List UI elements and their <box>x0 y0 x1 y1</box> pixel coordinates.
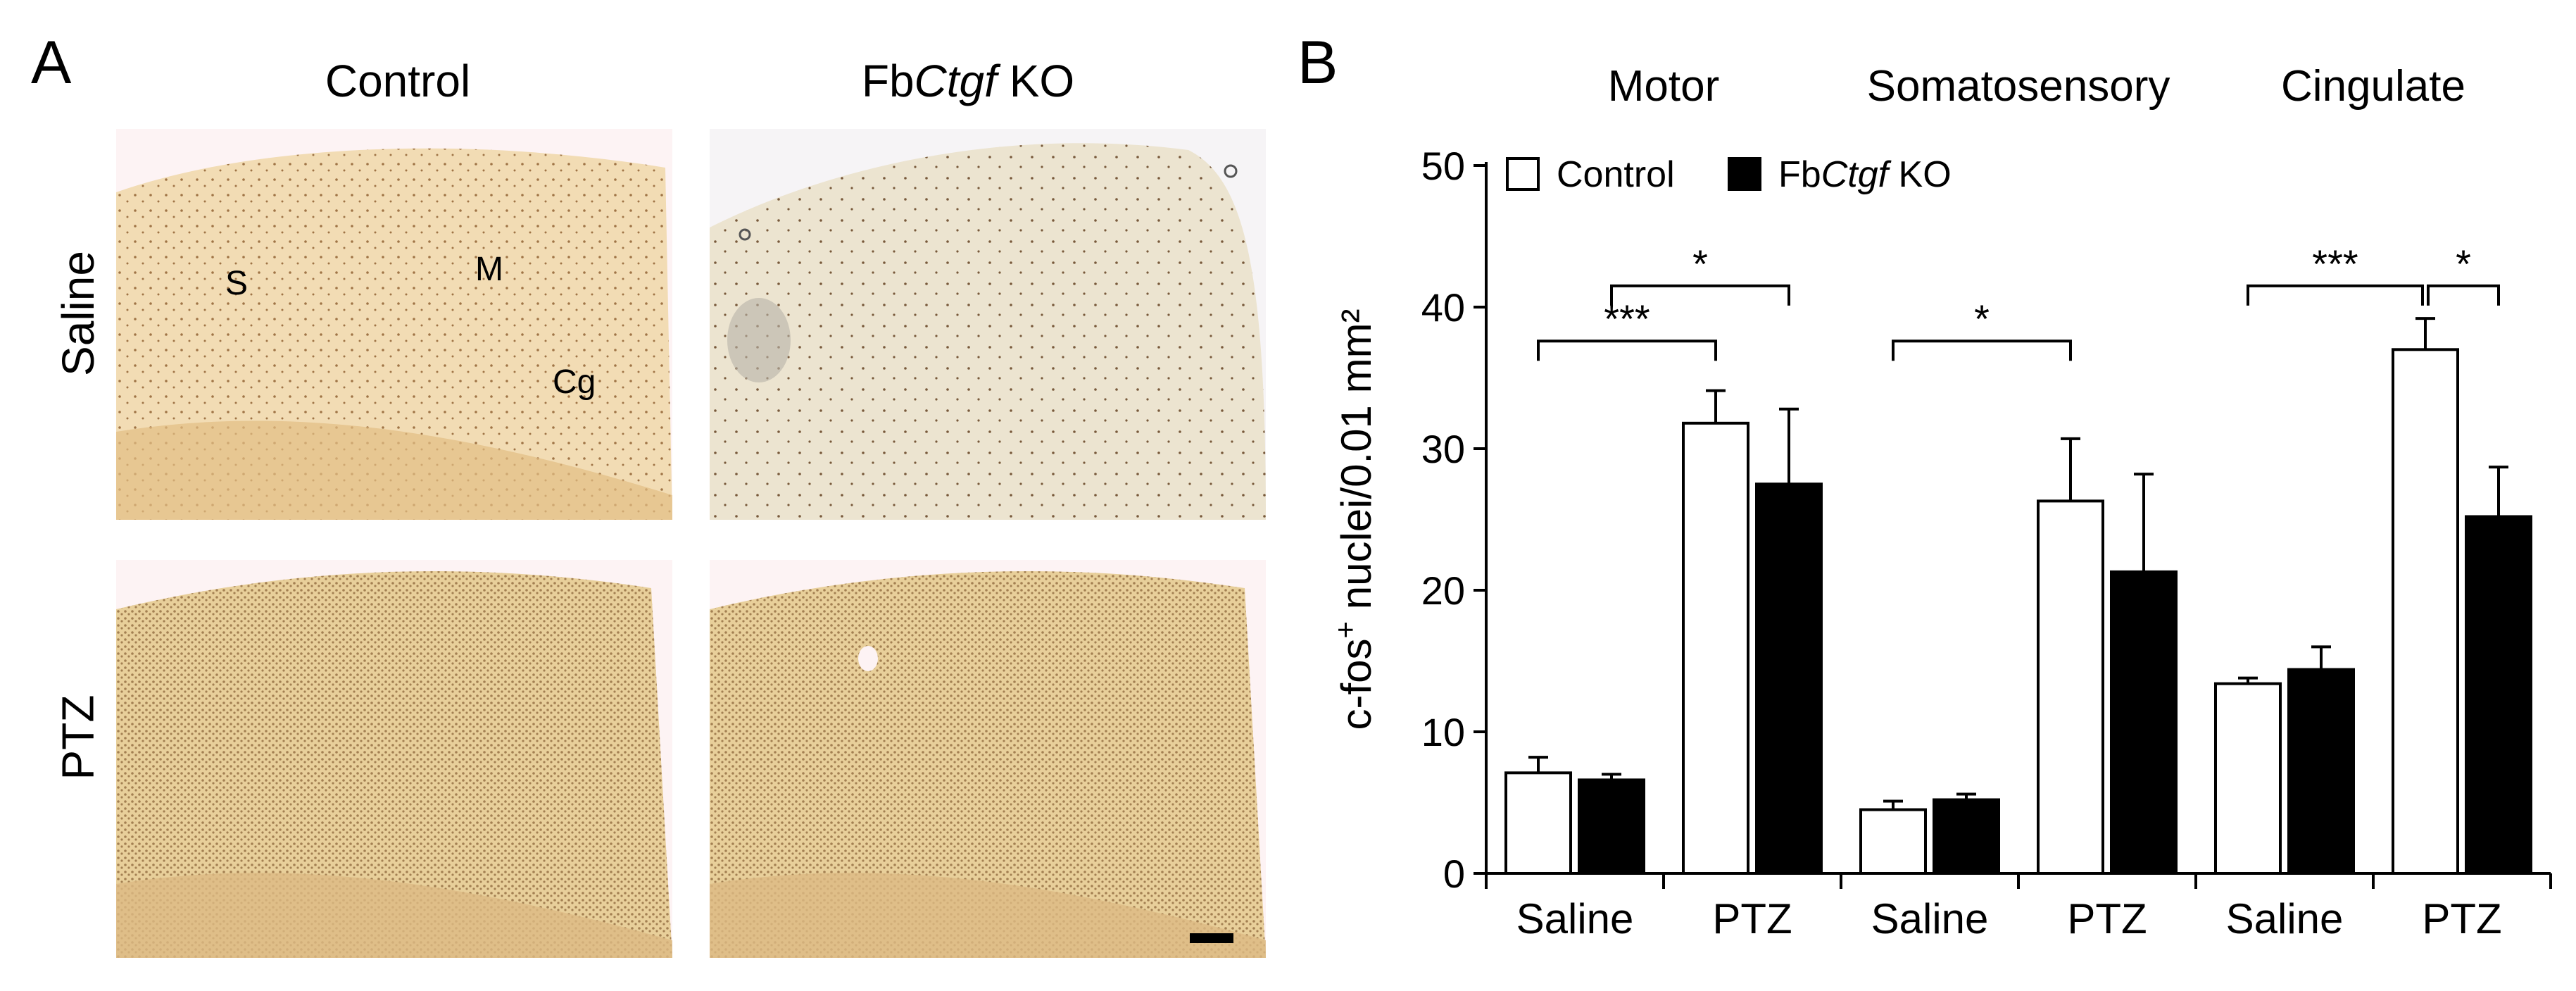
bar-ko <box>1933 798 2000 875</box>
bar-chart: 0 10 20 30 40 50 c-fos+ nuclei/0.01 mm² Saline P… <box>1328 62 2552 942</box>
legend-swatch-control <box>1506 157 1540 191</box>
significance-bracket <box>2247 284 2424 306</box>
x-tick-label: Saline <box>1871 895 1989 942</box>
y-tick-label: 10 <box>1421 710 1465 754</box>
legend-label-ko: FbCtgf KO <box>1778 154 1952 195</box>
bar-control <box>2037 499 2104 875</box>
region-title: Cingulate <box>2281 62 2465 111</box>
legend-swatch-ko <box>1728 157 1761 191</box>
y-tick-label: 40 <box>1421 285 1465 330</box>
region-title: Motor <box>1608 62 1719 111</box>
micrograph-control-ptz <box>116 560 672 958</box>
y-tick-label: 20 <box>1421 568 1465 613</box>
significance-label: * <box>1974 297 1990 341</box>
significance-label: * <box>1692 242 1708 286</box>
x-tick-label: PTZ <box>1712 895 1792 942</box>
bar-control <box>1682 421 1749 875</box>
ko-suffix: KO <box>996 56 1075 106</box>
row-title-saline: Saline <box>52 251 103 376</box>
significance-bracket <box>1537 339 1717 361</box>
legend-label-control: Control <box>1557 154 1675 195</box>
significance-bracket <box>1892 339 2072 361</box>
region-title: Somatosensory <box>1867 62 2170 111</box>
bar-control <box>2392 348 2459 875</box>
x-tick-label: PTZ <box>2067 895 2147 942</box>
y-tick-label: 50 <box>1421 144 1465 188</box>
tissue-control-saline: S M Cg <box>116 129 672 520</box>
y-tick-label: 0 <box>1443 852 1465 896</box>
y-axis-label: c-fos+ nuclei/0.01 mm² <box>1328 308 1380 730</box>
bar-control <box>1859 808 1927 875</box>
bar-ko <box>2110 570 2178 875</box>
panel-a-letter: A <box>31 29 72 96</box>
bar-ko <box>1755 482 1823 875</box>
bar-control <box>1504 771 1572 875</box>
micrograph-ko-ptz <box>710 560 1266 958</box>
region-label-m: M <box>475 251 503 288</box>
significance-bracket <box>1610 284 1790 306</box>
y-tick-label: 30 <box>1421 427 1465 471</box>
scale-bar <box>1190 933 1233 943</box>
column-title-control: Control <box>325 56 471 106</box>
x-tick-label: PTZ <box>2422 895 2501 942</box>
tissue-control-ptz <box>116 560 672 958</box>
tissue-ko-saline <box>710 129 1266 520</box>
x-tick-label: Saline <box>2226 895 2344 942</box>
tissue-ko-ptz <box>710 560 1266 958</box>
bar-ko <box>2465 515 2532 875</box>
significance-label: * <box>2456 242 2471 286</box>
ko-gene: Ctgf <box>914 56 997 106</box>
bar-ko <box>2287 668 2355 875</box>
micrograph-ko-saline <box>710 129 1266 520</box>
bar-control <box>2214 682 2282 875</box>
micrograph-control-saline: S M Cg <box>116 129 672 520</box>
bar-ko <box>1578 778 1645 875</box>
row-title-ptz: PTZ <box>52 694 103 780</box>
significance-bracket <box>2427 284 2500 306</box>
ko-prefix: Fb <box>861 56 915 106</box>
significance-label: *** <box>2312 242 2358 286</box>
region-label-cg: Cg <box>553 363 596 401</box>
region-label-s: S <box>225 265 248 302</box>
column-title-ko: FbCtgf KO <box>711 55 1225 107</box>
panel-b-letter: B <box>1298 29 1338 96</box>
x-tick-label: Saline <box>1516 895 1634 942</box>
